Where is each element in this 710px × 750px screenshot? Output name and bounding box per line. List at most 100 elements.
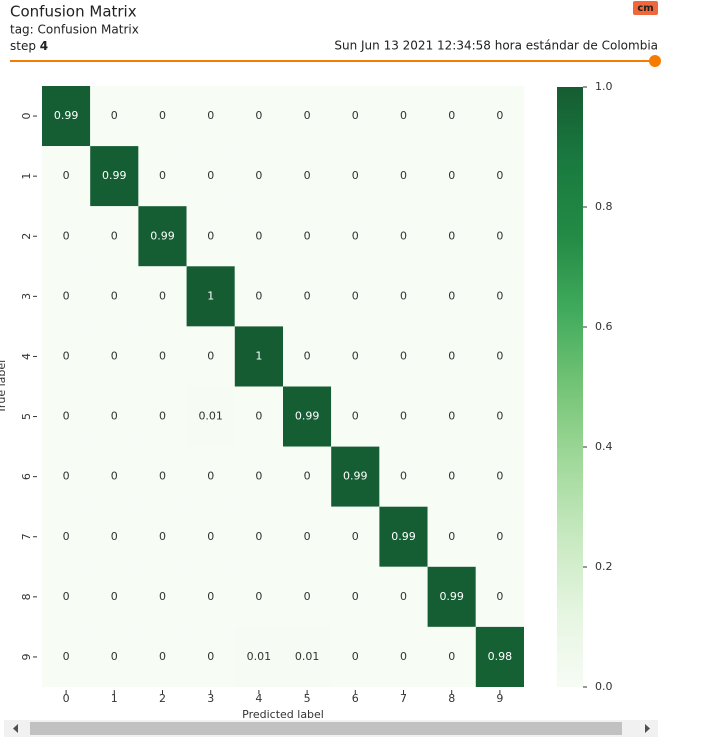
cell-label: 0.98 — [488, 650, 513, 663]
scroll-right[interactable] — [645, 724, 650, 733]
cell-label: 0 — [400, 650, 407, 663]
cell — [234, 626, 283, 687]
cell — [90, 446, 139, 507]
y-tick-label: 4 — [20, 353, 33, 360]
cell-label: 0 — [352, 590, 359, 603]
step-label: step — [10, 39, 36, 53]
cell — [331, 326, 380, 387]
cell-label: 0 — [304, 530, 311, 543]
x-tick-label: 6 — [352, 692, 359, 705]
cell — [42, 146, 91, 207]
cell-label: 0 — [111, 349, 118, 362]
cell-label: 0 — [400, 590, 407, 603]
cell — [234, 146, 283, 207]
y-axis-label: True label — [0, 360, 8, 414]
cell-label: 0 — [159, 590, 166, 603]
cell-label: 0 — [496, 109, 503, 122]
cell-label: 0 — [352, 289, 359, 302]
cell — [42, 386, 91, 447]
cell — [283, 86, 332, 147]
cell — [427, 446, 476, 507]
cell — [379, 446, 428, 507]
cell — [90, 566, 139, 627]
cell — [475, 86, 524, 147]
cell-label: 0 — [352, 229, 359, 242]
y-tick-label: 7 — [20, 533, 33, 540]
cell — [475, 626, 524, 687]
cell — [138, 506, 187, 567]
cell — [331, 206, 380, 267]
cell-label: 0.99 — [343, 470, 368, 483]
cell-label: 0 — [496, 349, 503, 362]
cell-label: 0 — [159, 169, 166, 182]
cell — [379, 266, 428, 327]
x-tick-label: 5 — [304, 692, 311, 705]
card-title: Confusion Matrix — [10, 3, 137, 21]
cell-label: 0.99 — [102, 169, 127, 182]
cell — [138, 626, 187, 687]
cell — [138, 146, 187, 207]
step-value: 4 — [40, 39, 48, 53]
cell-label: 0 — [255, 590, 262, 603]
cell-label: 0 — [448, 169, 455, 182]
cell-label: 0 — [304, 590, 311, 603]
y-tick-label: 9 — [20, 653, 33, 660]
cell — [138, 326, 187, 387]
cell-label: 0 — [352, 169, 359, 182]
cell-label: 0 — [207, 349, 214, 362]
cell — [427, 206, 476, 267]
cell-label: 0 — [111, 590, 118, 603]
cell-label: 0 — [352, 410, 359, 423]
cell — [331, 266, 380, 327]
x-tick-label: 8 — [448, 692, 455, 705]
cell-label: 0 — [63, 229, 70, 242]
cell — [90, 266, 139, 327]
cell-label: 0 — [496, 530, 503, 543]
cell-label: 0 — [400, 470, 407, 483]
cell — [427, 386, 476, 447]
cell-label: 0 — [63, 169, 70, 182]
cell-label: 0 — [496, 169, 503, 182]
cell — [427, 266, 476, 327]
cell-label: 0 — [111, 229, 118, 242]
cell-label: 0 — [255, 229, 262, 242]
cell — [475, 146, 524, 207]
y-tick-label: 0 — [20, 113, 33, 120]
cell — [186, 626, 235, 687]
cell-label: 0.01 — [247, 650, 272, 663]
cell-label: 0 — [255, 530, 262, 543]
cell — [90, 206, 139, 267]
cell-label: 0 — [159, 530, 166, 543]
cell — [138, 266, 187, 327]
x-tick-label: 7 — [400, 692, 407, 705]
cell-label: 0 — [400, 229, 407, 242]
cell-label: 0 — [352, 109, 359, 122]
cell-label: 0 — [63, 590, 70, 603]
cell — [379, 206, 428, 267]
cell-label: 0 — [255, 109, 262, 122]
cell — [427, 146, 476, 207]
y-tick-label: 6 — [20, 473, 33, 480]
cell — [186, 206, 235, 267]
cell — [283, 446, 332, 507]
cell — [138, 206, 187, 267]
cell-label: 0 — [63, 470, 70, 483]
cell — [42, 506, 91, 567]
cell — [234, 506, 283, 567]
cell-label: 0 — [496, 289, 503, 302]
scroll-left[interactable] — [13, 724, 18, 733]
step-text: step 4 — [10, 39, 48, 53]
cell — [331, 506, 380, 567]
cell — [234, 266, 283, 327]
cell — [283, 506, 332, 567]
cell-label: 0.99 — [295, 410, 320, 423]
slider-thumb[interactable] — [649, 55, 661, 67]
x-tick-label: 4 — [255, 692, 262, 705]
cell-label: 0 — [496, 410, 503, 423]
cell-label: 0 — [111, 470, 118, 483]
cell-label: 0 — [352, 349, 359, 362]
scroll-thumb[interactable] — [30, 722, 622, 735]
cell — [186, 386, 235, 447]
cell-label: 0 — [496, 590, 503, 603]
